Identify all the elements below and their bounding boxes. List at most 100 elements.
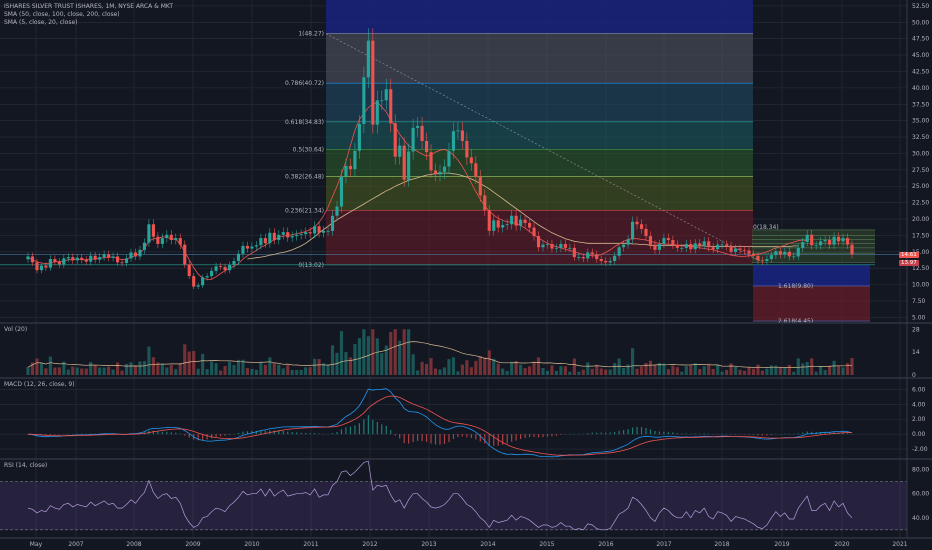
candle-body xyxy=(290,236,294,238)
volume-bar xyxy=(313,358,317,375)
volume-bar xyxy=(89,361,93,375)
volume-pane[interactable] xyxy=(26,329,854,375)
price-axis-tick: 5.00 xyxy=(912,314,926,321)
volume-bar xyxy=(438,369,442,375)
volume-bar xyxy=(554,370,559,375)
candle-body xyxy=(35,262,39,271)
price-axis-tick: 20.00 xyxy=(912,216,929,223)
x-axis-tick: 2007 xyxy=(68,541,83,548)
macd-line xyxy=(27,388,853,458)
candle-body xyxy=(339,176,344,207)
volume-bar xyxy=(317,359,321,375)
candle-body xyxy=(407,151,411,180)
macd-histogram-bar xyxy=(417,434,419,441)
price-axis-tick: 35.00 xyxy=(912,118,929,125)
macd-histogram-bar xyxy=(300,432,302,435)
price-axis-tick: 45.00 xyxy=(912,52,929,59)
candle-body xyxy=(742,249,747,251)
volume-bar xyxy=(635,368,639,375)
rsi-pane[interactable] xyxy=(0,460,907,531)
candle-body xyxy=(805,234,809,242)
volume-legend[interactable]: Vol (20) xyxy=(4,326,28,333)
macd-histogram-bar xyxy=(376,422,378,435)
volume-bar xyxy=(133,365,138,375)
axes: May 2007 2008 2009 2010 2011 2012 2013 2014 2015 2… xyxy=(30,3,930,548)
macd-histogram-bar xyxy=(479,434,481,442)
candle-body xyxy=(98,257,102,260)
macd-histogram-bar xyxy=(202,434,204,441)
volume-bar xyxy=(814,371,818,375)
volume-bar xyxy=(44,368,48,375)
macd-legend[interactable]: MACD (12, 26, close, 9) xyxy=(4,381,75,388)
sma-legend-1[interactable]: SMA (50, close, 100, close, 200, close) xyxy=(4,11,120,18)
macd-histogram-bar xyxy=(237,432,240,435)
macd-histogram-bar xyxy=(649,429,652,435)
last-price-badge: 14.61 xyxy=(899,252,919,258)
candle-body xyxy=(693,243,697,250)
volume-bar xyxy=(527,366,532,375)
volume-bar xyxy=(120,370,124,375)
volume-bar xyxy=(357,338,361,375)
volume-bar xyxy=(545,370,550,375)
macd-histogram-bar xyxy=(457,434,459,438)
volume-bar xyxy=(218,370,223,375)
candle-body xyxy=(474,163,478,178)
volume-bar xyxy=(321,363,326,375)
candle-body xyxy=(684,243,688,248)
volume-bar xyxy=(823,369,827,375)
macd-histogram-bar xyxy=(58,434,60,435)
x-axis-tick: 2015 xyxy=(539,541,554,548)
volume-bar xyxy=(201,353,205,375)
rsi-legend[interactable]: RSI (14, close) xyxy=(4,462,48,469)
volume-bar xyxy=(398,340,402,375)
symbol-legend[interactable]: ISHARES SILVER TRUST ISHARES, 1M, NYSE A… xyxy=(4,3,173,27)
volume-bar xyxy=(563,366,567,375)
candle-body xyxy=(75,257,79,261)
candle-body xyxy=(304,232,308,235)
candle-body xyxy=(286,232,290,238)
candle-body xyxy=(272,232,276,241)
volume-bar xyxy=(787,364,791,375)
volume-bar xyxy=(326,364,330,375)
macd-histogram-bar xyxy=(184,434,186,436)
prev-price-badge: 13.97 xyxy=(899,260,919,266)
volume-bar xyxy=(733,366,738,375)
volume-bar xyxy=(165,367,169,375)
candle-body xyxy=(353,150,357,170)
volume-bar xyxy=(662,363,666,375)
sma-legend-2[interactable]: SMA (5, close, 20, close) xyxy=(4,19,78,26)
macd-histogram-bar xyxy=(618,430,620,435)
volume-bar xyxy=(192,350,196,375)
x-axis-tick: 2012 xyxy=(362,541,377,548)
macd-histogram-bar xyxy=(761,434,764,436)
volume-bar xyxy=(160,363,164,375)
macd-histogram-bar xyxy=(345,427,347,435)
candle-body xyxy=(433,170,438,175)
macd-histogram-bar xyxy=(757,434,759,436)
candle-body xyxy=(599,259,603,262)
volume-bar xyxy=(348,357,353,375)
candle-body xyxy=(496,220,500,228)
x-axis-tick: 2018 xyxy=(714,541,729,548)
candle-body xyxy=(263,238,267,244)
candle-body xyxy=(568,247,572,249)
candle-body xyxy=(613,255,617,262)
x-axis-tick: 2010 xyxy=(244,541,259,548)
volume-bar xyxy=(666,369,670,375)
volume-bar xyxy=(57,367,61,375)
volume-bar xyxy=(622,367,626,375)
price-pane[interactable] xyxy=(26,28,854,290)
macd-histogram-bar xyxy=(511,434,513,442)
macd-histogram-bar xyxy=(246,431,249,435)
macd-pane[interactable] xyxy=(27,388,853,458)
fib-ext-band xyxy=(753,264,870,286)
candle-body xyxy=(514,215,518,226)
rsi-line xyxy=(27,460,853,531)
macd-histogram-bar xyxy=(551,434,553,437)
volume-bar xyxy=(304,367,308,375)
candle-body xyxy=(487,210,491,231)
candle-body xyxy=(532,227,536,237)
volume-bar xyxy=(653,364,657,375)
